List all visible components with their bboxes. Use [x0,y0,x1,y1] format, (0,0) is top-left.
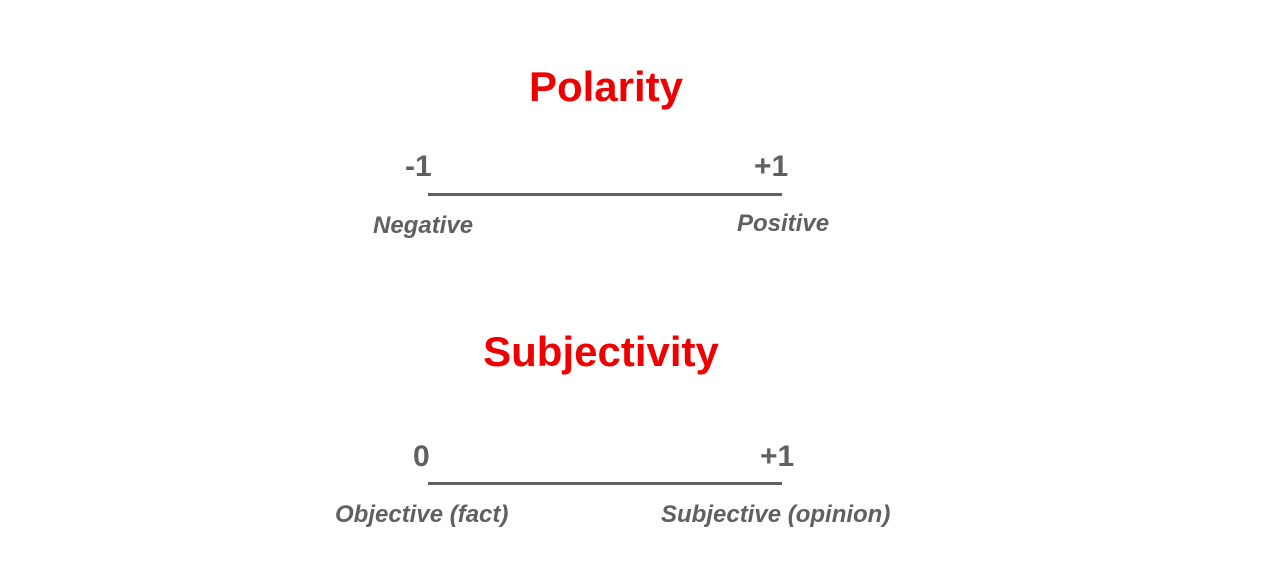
polarity-min-label: -1 [405,150,432,183]
polarity-scale-line [428,193,782,196]
polarity-max-label: +1 [754,150,789,183]
polarity-max-caption: Positive [737,210,830,237]
polarity-title: Polarity [528,63,684,110]
polarity-min-caption: Negative [373,212,474,239]
subjectivity-max-caption: Subjective (opinion) [661,501,891,528]
subjectivity-title: Subjectivity [483,328,719,375]
subjectivity-scale-line [428,482,782,485]
subjectivity-min-caption: Objective (fact) [335,501,509,528]
subjectivity-min-label: 0 [413,440,430,473]
subjectivity-max-label: +1 [760,440,795,473]
